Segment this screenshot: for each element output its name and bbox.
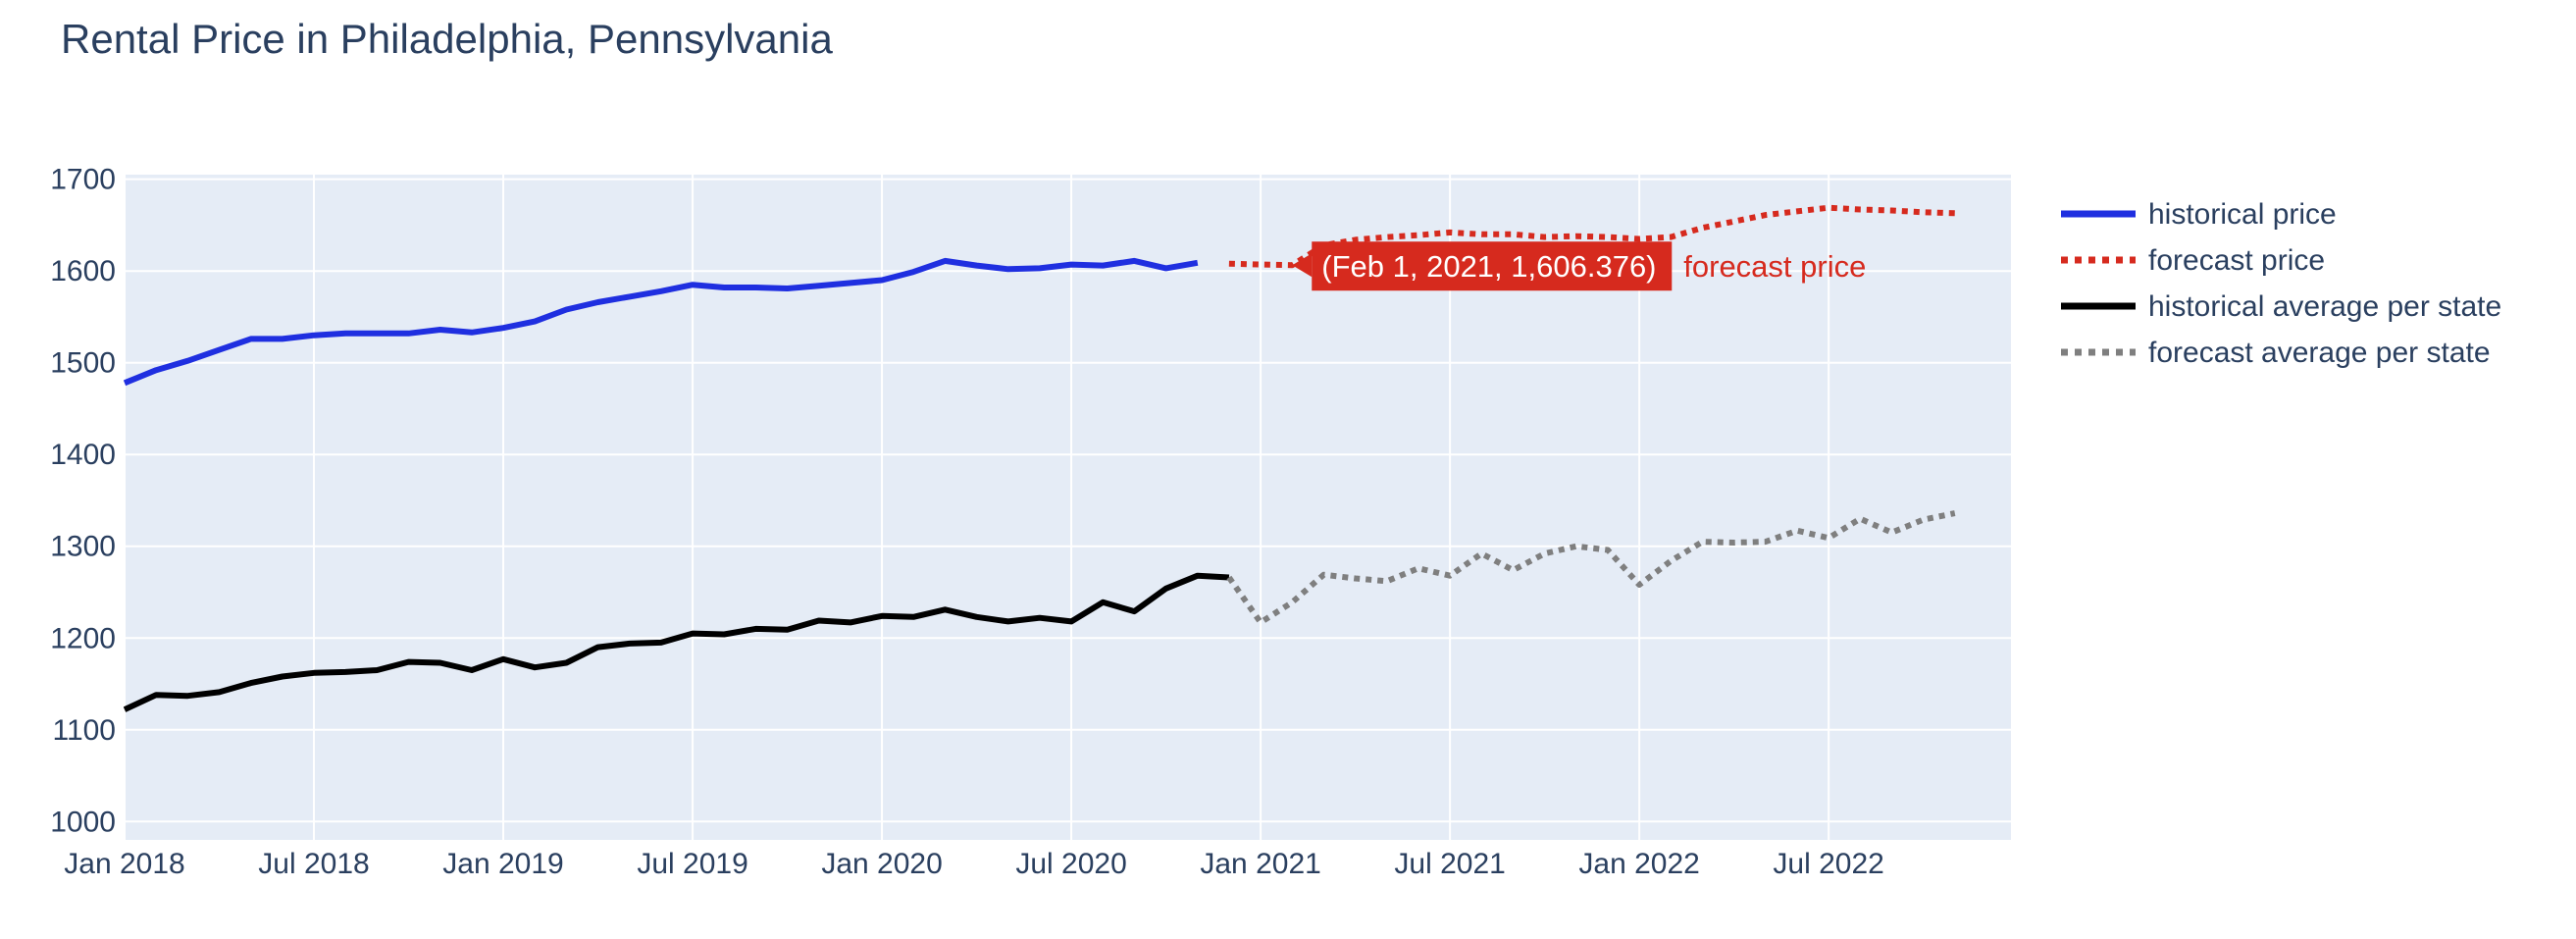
x-tick-label: Jul 2022 (1773, 848, 1883, 880)
hover-pointer (1292, 253, 1313, 278)
x-tick-label: Jul 2021 (1394, 848, 1505, 880)
hover-value: (Feb 1, 2021, 1,606.376) (1321, 249, 1656, 284)
grid (124, 175, 2011, 840)
y-tick-label: 1200 (50, 622, 116, 654)
y-tick-label: 1100 (52, 714, 116, 747)
legend-label: historical price (2148, 198, 2337, 231)
series-line-forecast-price (1228, 204, 1955, 269)
y-tick-label: 1700 (50, 164, 116, 196)
y-tick-label: 1300 (50, 531, 116, 563)
x-tick-label: Jan 2020 (821, 848, 942, 880)
legend: historical price forecast price historical… (2061, 198, 2501, 369)
series-line-historical-price (124, 257, 1199, 387)
x-tick-label: Jul 2019 (637, 848, 747, 880)
x-tick-label: Jan 2019 (442, 848, 563, 880)
legend-label: historical average per state (2148, 290, 2501, 323)
hover-series-name: forecast price (1683, 249, 1866, 284)
series-line-historical-average-per-state (124, 572, 1230, 712)
legend-label: forecast price (2148, 244, 2325, 277)
series-line-forecast-average-per-state (1226, 510, 1956, 626)
legend-label: forecast average per state (2148, 337, 2491, 369)
x-tick-label: Jan 2022 (1578, 848, 1699, 880)
hover-tooltip: (Feb 1, 2021, 1,606.376) forecast price (1292, 241, 1866, 291)
x-tick-label: Jan 2021 (1200, 848, 1320, 880)
x-axis: Jan 2018 Jul 2018 Jan 2019 Jul 2019 Jan 2020… (64, 848, 1884, 880)
y-axis: 1000 1100 1200 1300 1400 1500 1600 1700 (50, 164, 116, 839)
series-group (124, 204, 1956, 712)
y-tick-label: 1000 (50, 806, 116, 838)
x-tick-label: Jul 2018 (258, 848, 369, 880)
y-tick-label: 1500 (50, 347, 116, 380)
hover-box (1312, 241, 1673, 291)
x-tick-label: Jan 2018 (64, 848, 184, 880)
x-tick-label: Jul 2020 (1015, 848, 1126, 880)
chart-title: Rental Price in Philadelphia, Pennsylvan… (61, 16, 833, 62)
y-tick-label: 1600 (50, 255, 116, 287)
y-tick-label: 1400 (50, 439, 116, 471)
